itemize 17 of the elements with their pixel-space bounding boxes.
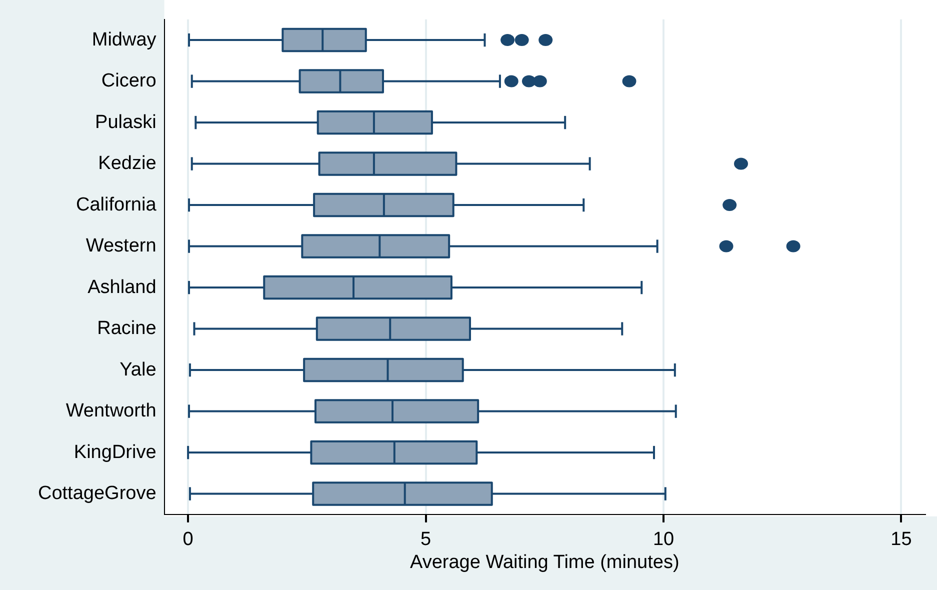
y-tick-label: Wentworth (66, 400, 156, 422)
y-tick-label: Cicero (101, 70, 156, 92)
y-tick-label: KingDrive (74, 442, 156, 463)
y-tick-label: Pulaski (95, 112, 156, 133)
y-tick-label: CottageGrove (38, 483, 156, 504)
y-tick-label: Yale (120, 359, 156, 380)
x-tick-label: 5 (420, 529, 432, 550)
y-tick-label: Kedzie (98, 153, 156, 174)
y-tick-label: Western (86, 236, 156, 257)
x-tick-label: 10 (652, 529, 674, 550)
y-tick-label: California (76, 194, 157, 216)
y-tick-label: Racine (97, 318, 156, 340)
y-tick-label: Ashland (88, 276, 156, 298)
x-axis-title: Average Waiting Time (minutes) (410, 552, 680, 573)
x-tick-label: 0 (182, 529, 194, 550)
y-tick-label: Midway (92, 29, 157, 50)
x-tick-label: 15 (890, 529, 912, 550)
